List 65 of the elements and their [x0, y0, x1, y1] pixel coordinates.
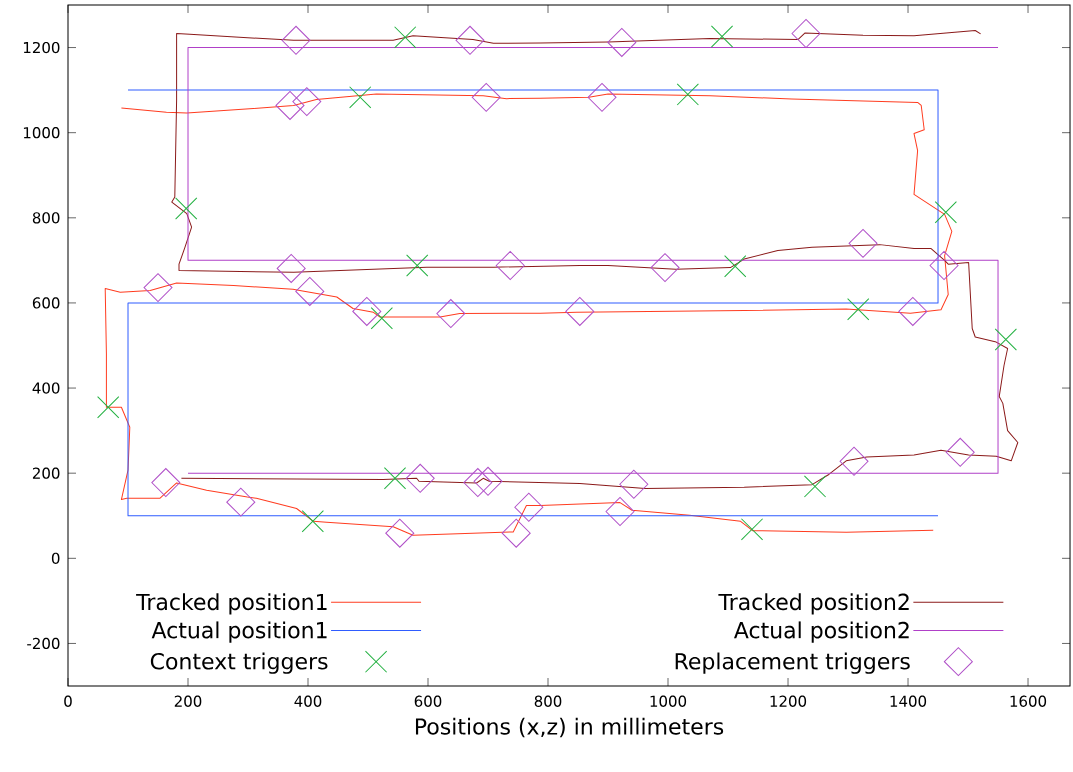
point — [605, 496, 635, 526]
point — [929, 250, 959, 280]
x-tick-label: 1000 — [650, 695, 687, 707]
legend-label: Actual position2 — [733, 621, 909, 643]
point — [276, 253, 306, 283]
x-tick-label: 0 — [64, 695, 72, 707]
legend-label: Replacement triggers — [675, 652, 910, 674]
x-tick-label: 400 — [294, 695, 322, 707]
point — [848, 228, 878, 258]
y-tick-label: 1200 — [23, 41, 60, 54]
point — [587, 82, 617, 112]
legend-label: Tracked position1 — [136, 593, 327, 615]
x-axis-title: Positions (x,z) in millimeters — [415, 717, 724, 738]
point — [514, 492, 544, 522]
x-tick-label: 800 — [534, 695, 562, 707]
point — [945, 437, 975, 467]
point — [352, 296, 382, 326]
point — [847, 298, 870, 321]
legend-label: Actual position1 — [151, 621, 327, 643]
point — [501, 518, 531, 548]
point — [565, 296, 595, 326]
point — [473, 466, 503, 496]
point — [281, 25, 311, 55]
point — [275, 90, 305, 120]
point — [406, 254, 429, 277]
point — [226, 487, 256, 517]
point — [724, 255, 747, 278]
point — [471, 82, 501, 112]
legend-label: Tracked position2 — [718, 593, 909, 615]
y-tick-label: 1000 — [23, 127, 60, 139]
y-tick-label: -200 — [27, 637, 60, 650]
point — [175, 197, 198, 220]
point — [295, 276, 325, 306]
point — [292, 87, 322, 117]
point — [994, 328, 1017, 351]
y-tick-label: 600 — [32, 297, 60, 309]
point — [394, 26, 417, 49]
point — [619, 469, 649, 499]
x-tick-label: 1600 — [1010, 695, 1047, 707]
y-tick-label: 200 — [32, 467, 60, 479]
point — [898, 296, 928, 326]
point — [349, 86, 372, 109]
point — [385, 518, 415, 548]
x-tick-label: 600 — [414, 695, 442, 707]
point — [455, 25, 485, 55]
point — [839, 446, 869, 476]
point — [710, 25, 734, 48]
x-tick-label: 1400 — [890, 695, 927, 707]
point — [495, 250, 525, 280]
point — [151, 468, 181, 498]
x-tick-label: 200 — [174, 695, 202, 707]
point — [436, 299, 466, 329]
point — [143, 273, 173, 303]
point — [383, 467, 407, 490]
point — [676, 83, 699, 106]
point — [463, 468, 493, 498]
point — [607, 27, 637, 57]
point — [405, 463, 435, 493]
x-tick-label: 1200 — [770, 695, 807, 707]
y-tick-label: 800 — [32, 212, 60, 224]
y-tick-label: 400 — [32, 382, 60, 394]
y-tick-label: 0 — [51, 552, 60, 564]
point — [650, 253, 680, 283]
point — [791, 19, 821, 49]
legend-label: Context triggers — [150, 652, 328, 674]
